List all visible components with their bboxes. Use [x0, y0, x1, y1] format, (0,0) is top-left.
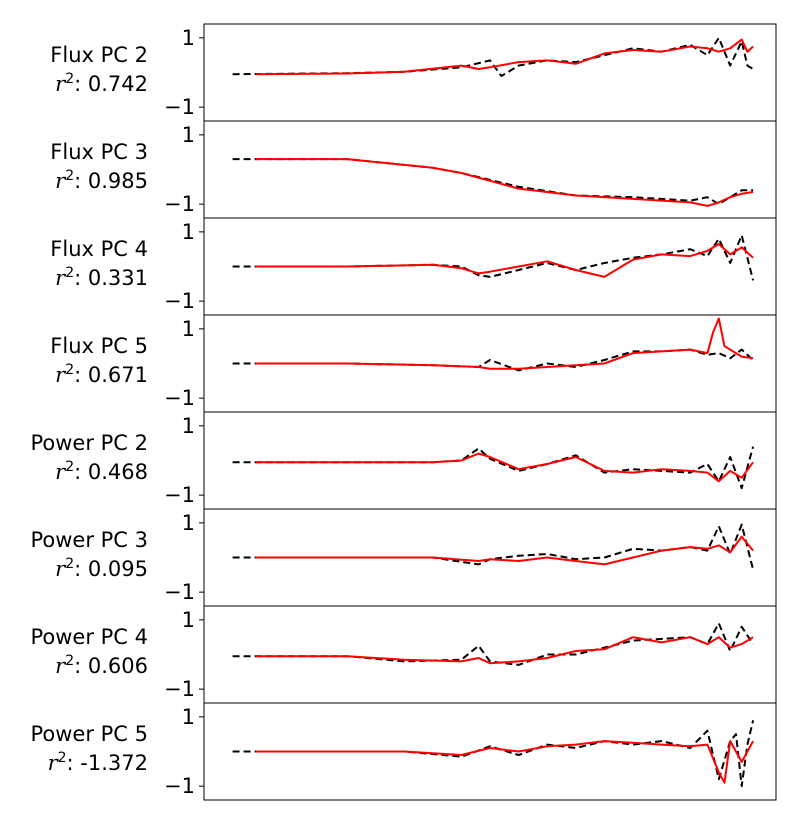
- r2-label: r2: 0.742: [55, 71, 148, 96]
- series-black-dashed: [232, 348, 754, 372]
- r2-label: r2: 0.331: [55, 265, 148, 290]
- series-red-solid: [255, 452, 754, 483]
- r2-symbol: r: [48, 751, 60, 775]
- y-tick-label: 1: [182, 26, 195, 50]
- panel-name: Flux PC 3: [50, 140, 148, 164]
- series-black-dashed: [232, 720, 755, 788]
- axes-frame: [203, 605, 777, 704]
- r2-label: r2: -1.372: [48, 750, 148, 775]
- r2-exponent: 2: [65, 265, 74, 281]
- y-tick-label: −1: [164, 386, 195, 410]
- subplot: 1 −1 Flux PC 5 r2: 0.671: [50, 314, 777, 413]
- panel-name: Power PC 2: [30, 431, 148, 455]
- y-tick-label: 1: [182, 317, 195, 341]
- r2-symbol: r: [55, 460, 67, 484]
- subplot: 1 −1 Power PC 5 r2: -1.372: [30, 702, 777, 801]
- axes-frame: [203, 120, 777, 219]
- r2-label: r2: 0.606: [55, 653, 148, 678]
- r2-symbol: r: [55, 654, 67, 678]
- series-red-solid: [255, 38, 754, 76]
- r2-symbol: r: [55, 266, 67, 290]
- series-red-solid: [255, 317, 754, 370]
- subplot: 1 −1 Power PC 2 r2: 0.468: [30, 411, 777, 510]
- panel-name: Flux PC 2: [50, 43, 148, 67]
- y-tick-label: −1: [164, 677, 195, 701]
- subplot: 1 −1 Power PC 3 r2: 0.095: [30, 508, 777, 607]
- subplot: 1 −1 Flux PC 4 r2: 0.331: [50, 217, 777, 316]
- series-black-dashed: [232, 622, 754, 666]
- y-tick-label: 1: [182, 511, 195, 535]
- y-tick-label: −1: [164, 289, 195, 313]
- r2-exponent: 2: [65, 653, 74, 669]
- r2-exponent: 2: [65, 168, 74, 184]
- series-black-dashed: [232, 36, 754, 77]
- series-red-solid: [255, 740, 754, 784]
- r2-label: r2: 0.468: [55, 459, 148, 484]
- subplot: 1 −1 Flux PC 3 r2: 0.985: [50, 120, 777, 219]
- axes-frame: [203, 411, 777, 510]
- r2-label: r2: 0.095: [55, 556, 148, 581]
- series-red-solid: [255, 535, 754, 566]
- y-tick-label: −1: [164, 774, 195, 798]
- series-red-solid: [255, 158, 754, 207]
- axes-frame: [203, 23, 777, 122]
- series-red-solid: [255, 636, 754, 665]
- series-black-dashed: [232, 234, 755, 281]
- y-tick-label: 1: [182, 414, 195, 438]
- r2-symbol: r: [55, 557, 67, 581]
- y-tick-label: −1: [164, 95, 195, 119]
- series-red-solid: [255, 243, 754, 278]
- panel-name: Power PC 5: [30, 722, 148, 746]
- y-tick-label: 1: [182, 705, 195, 729]
- panel-name: Power PC 3: [30, 528, 148, 552]
- r2-exponent: 2: [65, 556, 74, 572]
- r2-exponent: 2: [65, 459, 74, 475]
- subplot: 1 −1 Power PC 4 r2: 0.606: [30, 605, 777, 704]
- r2-value: : 0.095: [74, 557, 148, 581]
- r2-symbol: r: [55, 169, 67, 193]
- r2-value: : 0.468: [74, 460, 148, 484]
- r2-value: : 0.606: [74, 654, 148, 678]
- r2-label: r2: 0.671: [55, 362, 148, 387]
- axes-frame: [203, 702, 777, 801]
- panel-name: Flux PC 5: [50, 334, 148, 358]
- r2-exponent: 2: [58, 750, 67, 766]
- r2-symbol: r: [55, 72, 67, 96]
- r2-value: : 0.742: [74, 72, 148, 96]
- r2-exponent: 2: [65, 362, 74, 378]
- r2-exponent: 2: [65, 71, 74, 87]
- r2-value: : -1.372: [67, 751, 148, 775]
- y-tick-label: −1: [164, 192, 195, 216]
- y-tick-label: 1: [182, 220, 195, 244]
- series-black-dashed: [232, 523, 755, 570]
- y-tick-label: −1: [164, 580, 195, 604]
- r2-value: : 0.331: [74, 266, 148, 290]
- r2-label: r2: 0.985: [55, 168, 148, 193]
- r2-value: : 0.985: [74, 169, 148, 193]
- panel-name: Power PC 4: [30, 625, 148, 649]
- y-tick-label: −1: [164, 483, 195, 507]
- series-black-dashed: [232, 446, 755, 490]
- r2-symbol: r: [55, 363, 67, 387]
- y-tick-label: 1: [182, 123, 195, 147]
- panel-name: Flux PC 4: [50, 237, 148, 261]
- subplot: 1 −1 Flux PC 2 r2: 0.742: [50, 23, 777, 122]
- r2-value: : 0.671: [74, 363, 148, 387]
- y-tick-label: 1: [182, 608, 195, 632]
